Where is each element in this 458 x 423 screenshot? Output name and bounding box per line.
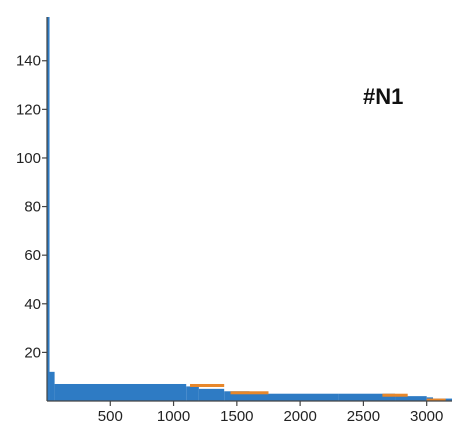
y-tick-label-40: 40 (24, 296, 41, 313)
panel-label: #N1 (363, 84, 403, 109)
bar-series-1-segment-8 (338, 393, 396, 401)
y-tick-label-80: 80 (24, 199, 41, 216)
y-tick-label-120: 120 (16, 101, 41, 118)
y-tick-label-100: 100 (16, 150, 41, 167)
bar-series-1-segment-9 (395, 396, 427, 401)
bar-series-2-segment-2 (230, 391, 269, 395)
x-tick-label-2000: 2000 (283, 408, 316, 423)
x-tick-label-1500: 1500 (220, 408, 253, 423)
bars-secondary-series (190, 383, 446, 401)
bar-series-2-segment-4 (426, 398, 446, 401)
y-tick-label-140: 140 (16, 53, 41, 70)
x-tick-label-1000: 1000 (157, 408, 190, 423)
bar-series-1-segment-7 (249, 393, 339, 401)
x-tick-label-2500: 2500 (347, 408, 380, 423)
bar-series-2-segment-3 (382, 393, 408, 397)
bar-series-1-segment-4 (186, 386, 199, 401)
x-tick-label-3000: 3000 (410, 408, 443, 423)
y-tick-label-20: 20 (24, 344, 41, 361)
bar-series-2-segment-1 (190, 383, 225, 387)
y-tick-label-60: 60 (24, 247, 41, 264)
bar-series-1-segment-3 (54, 383, 187, 401)
bar-series-1-segment-6 (224, 391, 250, 401)
bars-main-series (47, 17, 452, 401)
x-tick-label-500: 500 (98, 408, 123, 423)
x-axis-ticks: 500 1000 1500 2000 2500 3000 (98, 401, 443, 423)
y-axis-ticks: 20 40 60 80 100 120 140 (16, 53, 47, 361)
bar-series-1-segment-5 (198, 388, 225, 401)
bar-series-1-segment-1 (47, 17, 50, 401)
bar-series-1-segment-2 (49, 371, 55, 401)
